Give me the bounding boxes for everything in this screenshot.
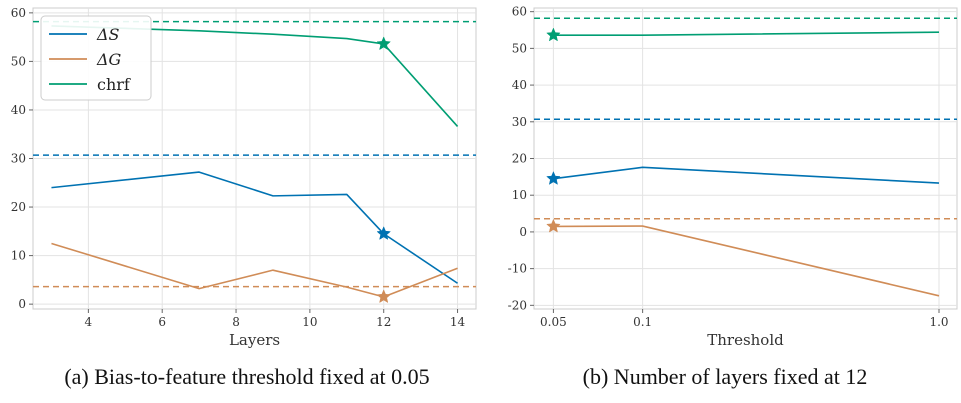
series-line-chrf	[51, 25, 459, 127]
y-tick-label: -10	[508, 262, 527, 276]
y-tick-label: 10	[11, 249, 26, 263]
star-marker-ΔS	[376, 226, 391, 240]
x-tick-label: 14	[450, 315, 466, 329]
y-tick-label: 50	[11, 54, 26, 68]
x-tick-label: 8	[232, 315, 240, 329]
legend-label: chrf	[97, 75, 131, 94]
series-line-ΔG	[51, 242, 458, 298]
y-tick-label: 0	[519, 225, 527, 239]
x-tick-label: 0.1	[633, 315, 652, 329]
y-tick-label: 0	[18, 297, 26, 311]
x-tick-label: 6	[158, 315, 166, 329]
y-tick-label: 50	[512, 41, 527, 55]
series-line-ΔS	[51, 171, 458, 284]
legend: ΔS ΔG chrf	[40, 15, 152, 101]
y-tick-label: 30	[11, 152, 26, 166]
y-tick-label: 60	[11, 6, 26, 20]
y-tick-label: 10	[512, 188, 527, 202]
y-tick-label: 40	[11, 103, 26, 117]
caption-a: (a) Bias-to-feature threshold fixed at 0…	[64, 364, 430, 389]
series-line-ΔS	[553, 166, 940, 184]
panel-b-chart: 0.05 0.1 1.0 -20 -10 0 10 20 30 40 50 60 Threshold	[508, 5, 958, 349]
star-marker-ΔG	[376, 289, 391, 304]
x-tick-label: 1.0	[929, 315, 948, 329]
x-tick-label: 12	[376, 315, 391, 329]
star-marker-ΔS	[546, 171, 561, 185]
x-tick-label: 10	[302, 315, 317, 329]
x-axis-label: Threshold	[707, 331, 784, 349]
y-tick-label: 40	[512, 78, 527, 92]
x-tick-label: 4	[85, 315, 93, 329]
caption-b: (b) Number of layers fixed at 12	[582, 364, 868, 389]
y-tick-label: -20	[508, 298, 527, 312]
series-line-ΔG	[553, 225, 940, 297]
y-tick-label: 60	[512, 5, 527, 19]
series-line-chrf	[553, 31, 940, 36]
y-tick-label: 20	[11, 200, 26, 214]
x-tick-label: 0.05	[540, 315, 567, 329]
panel-a-chart: 4 6 8 10 12 14 0 10 20 30 40 50 60 Layers ΔS ΔG chrf	[11, 6, 477, 349]
x-axis-label: Layers	[229, 331, 280, 349]
y-tick-label: 30	[512, 115, 527, 129]
y-tick-label: 20	[512, 152, 527, 166]
legend-label: ΔG	[96, 50, 122, 69]
star-marker-ΔG	[546, 218, 561, 233]
star-marker-chrf	[376, 36, 391, 51]
star-marker-chrf	[546, 27, 561, 42]
legend-box	[40, 15, 152, 101]
legend-label: ΔS	[96, 25, 120, 44]
